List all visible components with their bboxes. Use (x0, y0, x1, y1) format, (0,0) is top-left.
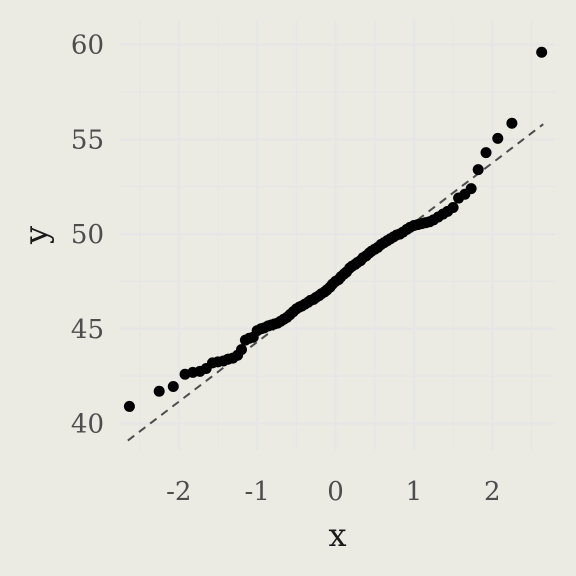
data-point (492, 132, 504, 144)
data-point (465, 183, 477, 195)
data-point (472, 164, 484, 176)
data-point (167, 381, 179, 393)
data-point (235, 344, 247, 356)
x-tick-label: -2 (166, 477, 191, 507)
x-tick-label: 1 (406, 477, 423, 507)
y-axis-title: y (17, 226, 55, 245)
y-axis-tick-labels: 40 45 50 55 60 (71, 31, 104, 440)
data-points (123, 46, 548, 412)
y-tick-label: 45 (71, 315, 104, 345)
data-point (480, 147, 492, 159)
x-axis-title: x (328, 516, 346, 554)
y-tick-label: 40 (71, 409, 104, 439)
x-tick-label: 2 (484, 477, 501, 507)
data-point (447, 202, 459, 214)
x-tick-label: 0 (327, 477, 344, 507)
reference-line (127, 123, 544, 442)
major-gridlines (120, 20, 555, 450)
data-point (506, 117, 518, 129)
y-tick-label: 60 (71, 31, 104, 61)
x-tick-label: -1 (244, 477, 269, 507)
y-tick-label: 55 (71, 125, 104, 155)
y-tick-label: 50 (71, 220, 104, 250)
data-point (123, 400, 135, 412)
data-point (153, 385, 165, 397)
x-axis-tick-labels: -2 -1 0 1 2 (166, 477, 500, 507)
data-point (536, 46, 548, 58)
